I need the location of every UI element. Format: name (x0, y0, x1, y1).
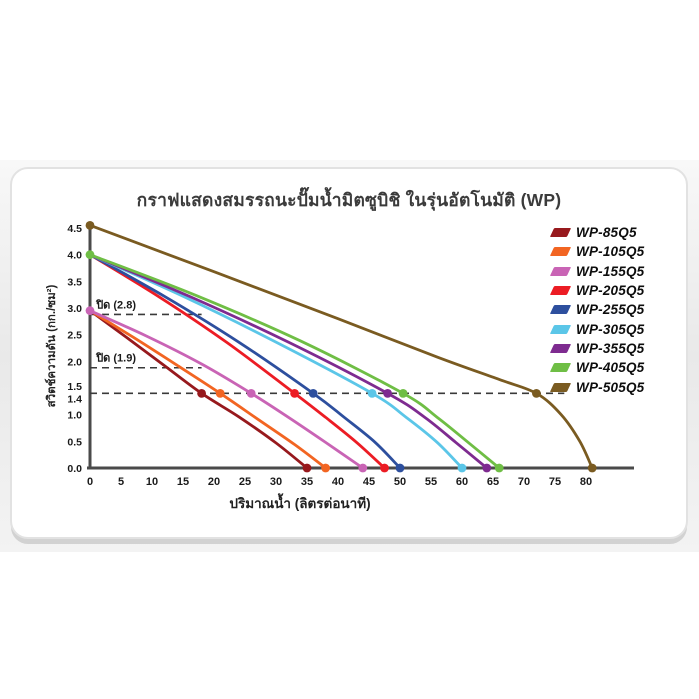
legend-label: WP-85Q5 (576, 225, 637, 241)
data-point-marker-WP-155Q5 (85, 306, 95, 316)
legend-label: WP-355Q5 (576, 340, 645, 356)
x-tick-label: 0 (87, 476, 93, 488)
legend-swatch-icon (549, 324, 572, 334)
legend-item: WP-255Q5 (549, 300, 644, 319)
legend-swatch-icon (549, 305, 572, 315)
x-tick-label: 30 (270, 476, 282, 488)
legend-label: WP-505Q5 (576, 379, 645, 395)
legend-item: WP-85Q5 (549, 223, 644, 242)
legend-item: WP-305Q5 (549, 319, 644, 338)
y-tick-label: 1.5 (67, 381, 82, 393)
data-point-marker-WP-155Q5 (358, 463, 368, 473)
x-tick-label: 35 (301, 476, 313, 488)
x-tick-label: 55 (425, 476, 437, 488)
y-tick-label: 2.0 (67, 356, 82, 368)
legend-item: WP-155Q5 (549, 262, 644, 281)
data-point-marker-WP-155Q5 (246, 388, 256, 398)
x-tick-label: 10 (146, 476, 158, 488)
series-curve-WP-305Q5 (88, 253, 464, 470)
series-curve-WP-505Q5 (88, 223, 594, 470)
x-tick-label: 60 (456, 476, 468, 488)
cutoff-label: ปิด (2.8) (95, 298, 136, 311)
legend-label: WP-255Q5 (576, 302, 645, 318)
data-point-marker-WP-355Q5 (383, 388, 392, 398)
data-point-marker-WP-405Q5 (398, 388, 408, 398)
x-axis-label: ปริมาณน้ำ (ลิตรต่อนาที) (229, 496, 371, 511)
legend-swatch-icon (549, 286, 572, 296)
data-point-marker-WP-355Q5 (482, 463, 492, 473)
data-point-marker-WP-255Q5 (308, 388, 318, 398)
legend-label: WP-205Q5 (576, 283, 645, 299)
series-curve-WP-255Q5 (88, 253, 402, 470)
legend-item: WP-355Q5 (549, 339, 644, 358)
x-tick-label: 50 (394, 476, 406, 488)
cutoff-label: ปิด (1.9) (95, 352, 136, 365)
x-tick-label: 5 (118, 476, 124, 488)
x-tick-label: 65 (487, 476, 499, 488)
series-curve-WP-405Q5 (88, 253, 501, 470)
x-tick-label: 70 (518, 476, 530, 488)
y-tick-label: 0.0 (67, 463, 82, 475)
legend-swatch-icon (549, 382, 572, 392)
x-tick-label: 20 (208, 476, 220, 488)
legend-swatch-icon (549, 247, 572, 257)
data-point-marker-WP-205Q5 (380, 463, 389, 473)
x-tick-label: 75 (549, 476, 561, 488)
legend-label: WP-155Q5 (576, 263, 645, 279)
x-tick-label: 45 (363, 476, 375, 488)
data-point-marker-WP-255Q5 (395, 463, 405, 473)
y-tick-label: 3.0 (67, 303, 82, 315)
x-tick-label: 40 (332, 476, 344, 488)
y-tick-label: 2.5 (67, 330, 82, 342)
y-axis-label: สวิตช์ความดัน (กก./ซม²) (46, 284, 58, 408)
data-point-marker-WP-505Q5 (532, 388, 541, 398)
data-point-marker-WP-405Q5 (85, 250, 95, 260)
legend-item: WP-505Q5 (549, 377, 644, 396)
y-tick-label: 1.4 (67, 393, 82, 405)
data-point-marker-WP-305Q5 (367, 388, 377, 398)
x-tick-label: 80 (580, 476, 592, 488)
data-point-marker-WP-85Q5 (197, 388, 207, 398)
data-point-marker-WP-505Q5 (85, 220, 95, 230)
series-curve-WP-205Q5 (88, 253, 386, 470)
chart-legend: WP-85Q5 WP-105Q5 WP-155Q5 WP-205Q5 WP-255Q5 W… (549, 223, 644, 397)
legend-label: WP-105Q5 (576, 244, 645, 260)
x-tick-label: 25 (239, 476, 251, 488)
legend-item: WP-105Q5 (549, 242, 644, 261)
chart-card (10, 167, 688, 539)
data-point-marker-WP-205Q5 (290, 388, 299, 398)
y-tick-label: 4.5 (67, 223, 82, 235)
x-tick-label: 15 (177, 476, 189, 488)
legend-label: WP-405Q5 (576, 360, 645, 376)
data-point-marker-WP-85Q5 (302, 463, 312, 473)
data-point-marker-WP-405Q5 (494, 463, 504, 473)
data-point-marker-WP-505Q5 (587, 463, 597, 473)
y-tick-label: 3.5 (67, 276, 82, 288)
y-tick-label: 1.0 (67, 410, 82, 422)
y-tick-label: 0.5 (67, 436, 82, 448)
legend-swatch-icon (549, 266, 572, 276)
legend-swatch-icon (549, 343, 572, 353)
legend-swatch-icon (549, 228, 572, 238)
legend-item: WP-205Q5 (549, 281, 644, 300)
legend-item: WP-405Q5 (549, 358, 644, 377)
chart-title: กราฟแสดงสมรรถนะปั๊มน้ำมิตซูบิชิ ในรุ่นอั… (136, 190, 562, 210)
y-tick-label: 4.0 (67, 250, 82, 262)
data-point-marker-WP-105Q5 (215, 388, 225, 398)
data-point-marker-WP-105Q5 (321, 463, 330, 473)
legend-label: WP-305Q5 (576, 321, 645, 337)
legend-swatch-icon (549, 363, 572, 373)
series-curve-WP-355Q5 (88, 253, 489, 470)
data-point-marker-WP-305Q5 (457, 463, 467, 473)
